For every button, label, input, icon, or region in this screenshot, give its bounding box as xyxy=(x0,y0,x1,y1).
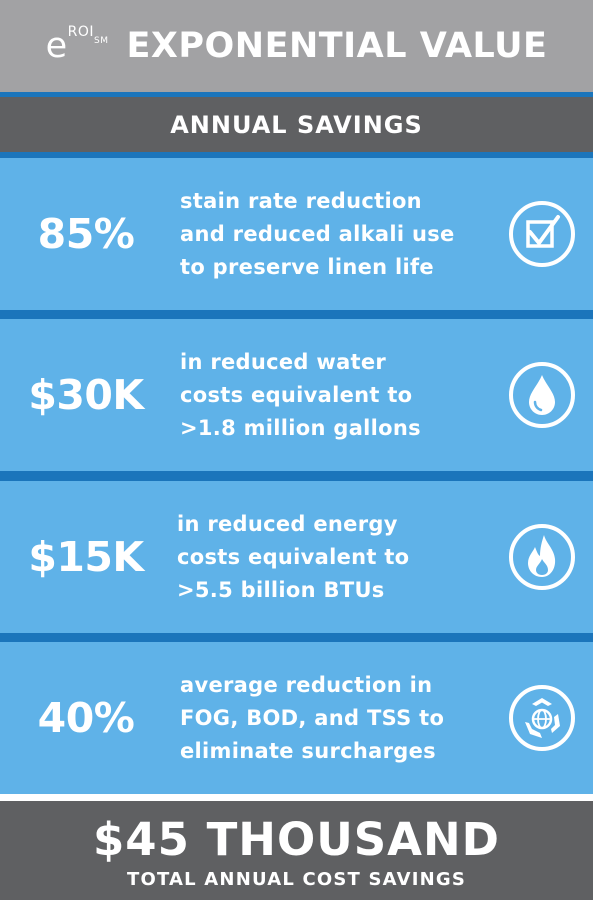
divider xyxy=(0,471,593,481)
flame-icon xyxy=(508,523,576,591)
description-line: >5.5 billion BTUs xyxy=(177,577,385,602)
total-caption: TOTAL ANNUAL COST SAVINGS xyxy=(126,869,467,890)
divider xyxy=(0,310,593,319)
savings-row: $15K in reduced energy costs equivalent … xyxy=(0,481,593,633)
brand-roi: ROI xyxy=(67,24,94,41)
subtitle-bar: ANNUAL SAVINGS xyxy=(0,97,593,152)
total-bar: $45 THOUSAND TOTAL ANNUAL COST SAVINGS xyxy=(0,801,593,900)
description-line: FOG, BOD, and TSS to xyxy=(180,705,445,730)
savings-row: 85% stain rate reduction and reduced alk… xyxy=(0,158,593,310)
savings-description: in reduced water costs equivalent to >1.… xyxy=(180,319,500,471)
description-line: average reduction in xyxy=(180,672,433,697)
page-title: EXPONENTIAL VALUE xyxy=(126,26,548,66)
water-drop-icon xyxy=(508,361,576,429)
description-line: to preserve linen life xyxy=(180,254,434,279)
savings-value: 85% xyxy=(37,210,135,258)
brand-e: e xyxy=(45,26,68,66)
divider xyxy=(0,92,593,97)
eroi-brand: eROISM xyxy=(45,24,109,66)
description-line: >1.8 million gallons xyxy=(180,415,421,440)
savings-description: in reduced energy costs equivalent to >5… xyxy=(177,481,497,633)
savings-row: 40% average reduction in FOG, BOD, and T… xyxy=(0,642,593,794)
title-bar: eROISM EXPONENTIAL VALUE xyxy=(0,0,593,92)
divider xyxy=(0,152,593,158)
description-line: stain rate reduction xyxy=(180,188,422,213)
description-line: in reduced water xyxy=(180,349,387,374)
section-title: ANNUAL SAVINGS xyxy=(170,110,423,139)
divider xyxy=(0,633,593,642)
brand-sm: SM xyxy=(94,36,109,46)
description-line: eliminate surcharges xyxy=(180,738,436,763)
checkbox-icon xyxy=(508,200,576,268)
total-amount: $45 THOUSAND xyxy=(92,813,500,866)
savings-value: $15K xyxy=(28,533,144,581)
savings-row: $30K in reduced water costs equivalent t… xyxy=(0,319,593,471)
recycle-globe-icon xyxy=(508,684,576,752)
savings-value: 40% xyxy=(37,694,135,742)
description-line: in reduced energy xyxy=(177,511,398,536)
description-line: costs equivalent to xyxy=(177,544,410,569)
savings-description: stain rate reduction and reduced alkali … xyxy=(180,158,500,310)
savings-description: average reduction in FOG, BOD, and TSS t… xyxy=(180,642,500,794)
savings-value: $30K xyxy=(28,371,144,419)
description-line: and reduced alkali use xyxy=(180,221,455,246)
description-line: costs equivalent to xyxy=(180,382,413,407)
divider xyxy=(0,794,593,801)
